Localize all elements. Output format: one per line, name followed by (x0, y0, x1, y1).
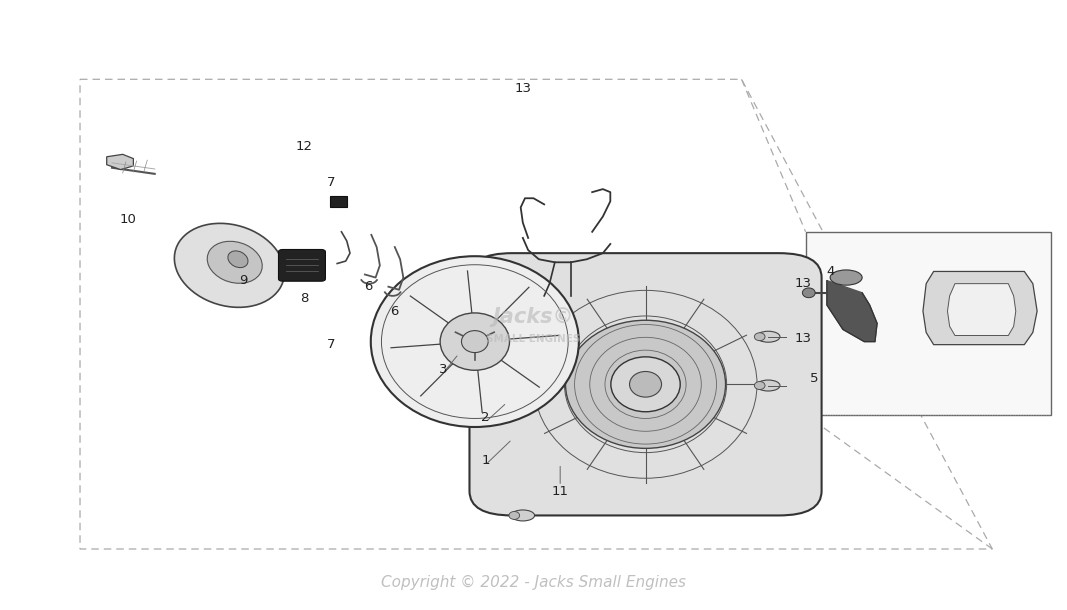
Text: 7: 7 (327, 176, 335, 190)
Ellipse shape (511, 510, 535, 521)
Bar (330, 196, 347, 207)
Text: 3: 3 (439, 362, 447, 376)
Text: 12: 12 (296, 140, 313, 153)
Ellipse shape (566, 320, 726, 448)
Text: 1: 1 (481, 454, 490, 467)
Text: Copyright © 2022 - Jacks Small Engines: Copyright © 2022 - Jacks Small Engines (381, 575, 686, 590)
Ellipse shape (461, 331, 488, 353)
Polygon shape (806, 232, 1051, 415)
Ellipse shape (830, 270, 862, 285)
Ellipse shape (610, 357, 680, 412)
Ellipse shape (440, 313, 509, 370)
Text: SMALL ENGINES: SMALL ENGINES (487, 334, 580, 343)
Polygon shape (827, 281, 877, 342)
Text: 2: 2 (481, 411, 490, 425)
Ellipse shape (757, 380, 780, 391)
Text: 6: 6 (364, 280, 372, 293)
Polygon shape (947, 284, 1016, 336)
Text: 5: 5 (810, 371, 818, 385)
Text: 6: 6 (391, 304, 399, 318)
Text: 13: 13 (795, 332, 812, 345)
Polygon shape (923, 271, 1037, 345)
Ellipse shape (174, 223, 285, 307)
Text: 10: 10 (120, 213, 137, 226)
Text: 13: 13 (795, 277, 812, 290)
Ellipse shape (757, 331, 780, 342)
Ellipse shape (754, 382, 765, 390)
Text: 8: 8 (300, 292, 308, 306)
Polygon shape (107, 154, 133, 170)
Text: 4: 4 (826, 265, 834, 278)
Text: 7: 7 (327, 338, 335, 351)
Ellipse shape (207, 242, 262, 283)
FancyBboxPatch shape (278, 249, 325, 281)
Ellipse shape (754, 333, 765, 340)
Ellipse shape (802, 288, 815, 298)
Ellipse shape (370, 256, 578, 427)
Ellipse shape (630, 371, 662, 397)
Text: Jacks©: Jacks© (493, 307, 574, 327)
Text: 9: 9 (239, 274, 248, 287)
FancyBboxPatch shape (469, 253, 822, 515)
Text: 13: 13 (514, 82, 531, 95)
Ellipse shape (228, 251, 248, 268)
Text: 11: 11 (552, 484, 569, 498)
Ellipse shape (509, 511, 520, 520)
